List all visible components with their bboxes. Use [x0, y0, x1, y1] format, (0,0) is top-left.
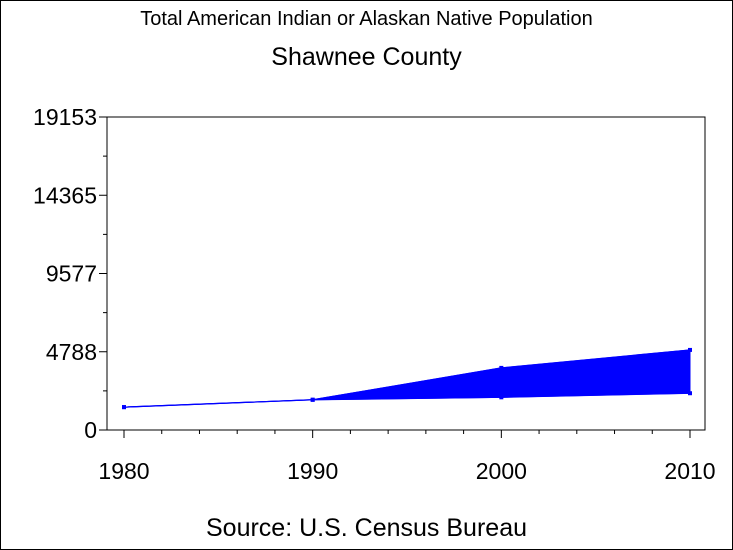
chart-subtitle: Shawnee County	[271, 43, 462, 71]
data-point	[499, 365, 504, 370]
data-point	[688, 391, 692, 396]
y-tick-label: 9577	[46, 261, 97, 287]
data-point	[499, 395, 504, 400]
y-tick-label: 0	[84, 417, 97, 443]
data-point	[688, 347, 692, 352]
data-point	[310, 397, 315, 402]
x-tick-label: 2000	[476, 458, 527, 484]
x-tick-label: 1980	[98, 458, 149, 484]
y-tick-label: 14365	[33, 182, 97, 208]
source-note: Source: U.S. Census Bureau	[206, 514, 527, 542]
chart-title: Total American Indian or Alaskan Native …	[140, 8, 593, 30]
y-tick-label: 4788	[46, 339, 97, 365]
x-tick-label: 1990	[287, 458, 338, 484]
y-tick-label: 19153	[33, 104, 97, 130]
data-point	[122, 405, 126, 410]
series-line-2	[123, 392, 691, 408]
x-tick-label: 2010	[664, 458, 715, 484]
